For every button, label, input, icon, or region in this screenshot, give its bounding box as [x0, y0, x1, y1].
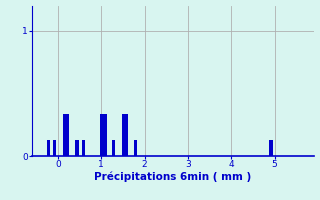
- Bar: [52, 140, 56, 156]
- Bar: [112, 140, 115, 156]
- Bar: [269, 140, 273, 156]
- Bar: [82, 140, 84, 156]
- Bar: [133, 140, 137, 156]
- Bar: [75, 140, 79, 156]
- Bar: [46, 140, 51, 156]
- X-axis label: Précipitations 6min ( mm ): Précipitations 6min ( mm ): [94, 172, 252, 182]
- Bar: [100, 114, 107, 156]
- Bar: [122, 114, 128, 156]
- Bar: [63, 114, 69, 156]
